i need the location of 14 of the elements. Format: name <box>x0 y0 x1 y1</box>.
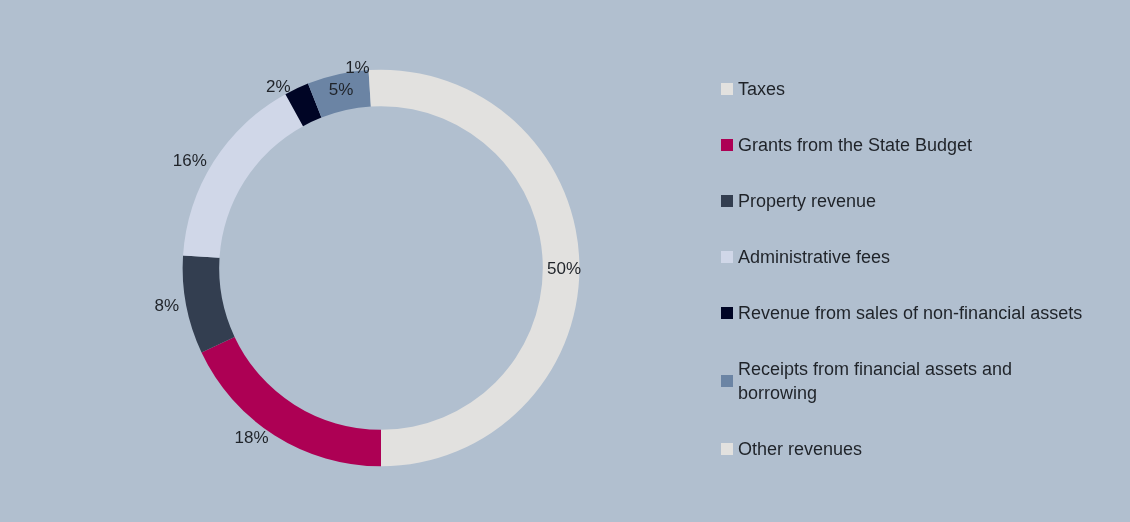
data-label: 16% <box>172 151 207 171</box>
data-label: 1% <box>345 58 370 78</box>
legend-label: Taxes <box>738 79 786 99</box>
legend-label: Property revenue <box>738 191 877 211</box>
legend-label: Receipts from financial assets and borrowing <box>738 359 1018 403</box>
data-label: 18% <box>234 427 269 447</box>
data-label: 5% <box>328 79 354 99</box>
legend-label: Administrative fees <box>738 247 891 267</box>
data-label: 8% <box>154 296 180 316</box>
legend-label: Revenue from sales of non-financial assets <box>738 303 1083 323</box>
data-label: 2% <box>266 77 291 97</box>
data-label: 50% <box>547 258 582 278</box>
legend-label: Other revenues <box>738 439 863 459</box>
legend-label: Grants from the State Budget <box>738 135 973 155</box>
